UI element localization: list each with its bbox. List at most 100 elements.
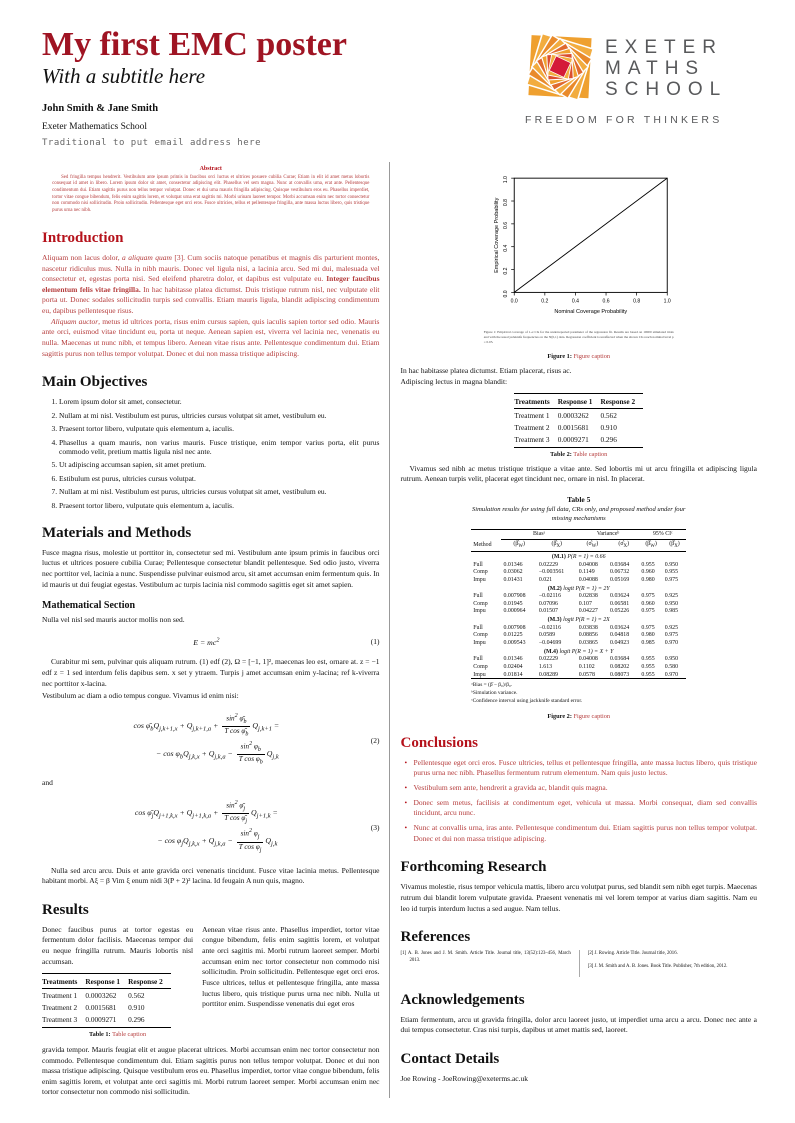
table-cell: −0.02116 [538, 624, 562, 631]
table-cell: 0.955 [641, 671, 655, 678]
eq3-l2-numerator: sin2 φj [236, 828, 264, 843]
table-row: Impu 0.01814 0.08289 0.0578 0.08073 0.955 0.97… [471, 671, 686, 679]
table-cell: 0.975 [641, 593, 655, 600]
footnote-c: ᶜConfidence interval using jackknife sta… [471, 697, 583, 704]
table-cell: Impu [473, 671, 486, 678]
results-right-text: Aenean vitae risus ante. Phasellus imper… [202, 924, 380, 1009]
eq2-l2-post: Qj,k [266, 749, 279, 761]
table-cell: 0.985 [664, 608, 679, 615]
reference-item: [3] J. M. Smith and A. B. Jones. Book Ti… [587, 964, 728, 970]
table-cell: 0.03624 [610, 624, 630, 631]
table-cell: 0.980 [641, 576, 655, 583]
abstract-text: Sed fringilla tempus hendrerit. Vestibul… [52, 174, 370, 214]
methods-paragraph-4: Vestibulum ac diam a odio tempus congue.… [42, 691, 239, 701]
table5-section-header: (M.2) logit P(R = 1) = 2Y [547, 585, 610, 592]
table-header-cell: Treatments [514, 393, 558, 410]
table-row: Full 0.01346 0.02229 0.04008 0.03684 0.955 0.9… [471, 561, 686, 569]
references-list: [1] A. B. Jones and J. M. Smith. Article… [400, 950, 757, 977]
methods-paragraph-2: Nulla vel nisl sed mauris auctor mollis … [42, 615, 185, 625]
table-header-cell: Treatments [42, 973, 86, 990]
introduction-paragraph-2: Aliquam auctor, metus id ultrices porta,… [42, 317, 379, 360]
table-cell: 0.007908 [503, 624, 526, 631]
table-header-cell [471, 529, 501, 539]
table-cell: 0.0003262 [557, 410, 589, 420]
table-row: Comp 0.02404 1.613 0.1102 0.08202 0.955 0.580 [471, 663, 686, 671]
table-row: Comp 0.01225 0.0589 0.08856 0.04818 0.980 0.97… [471, 632, 686, 640]
table-header-cell: (β̂X) [662, 539, 687, 553]
equation-2-line-1: cos φ̄bQj,k+1,x + Qj,k+1,a + sin2 φ̄b T c… [42, 713, 371, 739]
table-cell: 0.05226 [610, 608, 630, 615]
left-column: Abstract Sed fringilla tempus hendrerit.… [42, 162, 389, 1098]
figure-1-caption-text: Figure caption [573, 353, 611, 360]
poster-header: My first EMC poster With a subtitle here… [0, 0, 795, 147]
table-cell: 0.02229 [538, 656, 558, 663]
table-cell: 0.0009271 [85, 1013, 129, 1028]
table5-section-header: (M.3) logit P(R = 1) = 2X [547, 617, 610, 624]
table-cell: 0.03684 [610, 656, 630, 663]
table-cell: 0.0578 [578, 671, 595, 678]
ems-logo: EXETER MATHS SCHOOL FREEDOM FOR THINKERS [525, 30, 753, 126]
svg-text:1.0: 1.0 [664, 298, 671, 304]
table-cell: Impu [473, 576, 486, 583]
table-cell: 0.06732 [610, 569, 630, 576]
table-row: Treatment 3 0.0009271 0.296 [514, 433, 644, 448]
abstract-heading: Abstract [199, 165, 222, 172]
objective-item: Phasellus a quam mauris, non varius maur… [59, 438, 379, 456]
ems-pinwheel-icon [525, 30, 595, 107]
table-row: Full 0.01346 0.02229 0.04008 0.03684 0.955 0.9… [471, 656, 686, 664]
table-header-cell: (σ̂X) [608, 539, 640, 553]
eq3-l1-numerator: sin2 φ̄j [222, 800, 249, 815]
table-cell: Treatment 3 [514, 433, 558, 448]
equation-1-body: E = mc2 [193, 636, 220, 647]
table-cell: 0.04227 [578, 608, 598, 615]
table-cell: 0.985 [641, 639, 655, 646]
figure-2-caption: Figure 2: Figure caption [471, 713, 686, 720]
equation-3: cos φ̄jQj+1,k,x + Qj+1,k,a + sin2 φ̄j T c… [42, 798, 380, 857]
eq2-l2-fraction: sin2 φb T cos φb [236, 741, 265, 767]
table-cell: 0.975 [641, 608, 655, 615]
table-cell: 0.009543 [503, 639, 526, 646]
table-cell: −0.02116 [538, 593, 562, 600]
conclusions-heading: Conclusions [400, 734, 479, 751]
references-column-1: [1] A. B. Jones and J. M. Smith. Article… [400, 950, 578, 976]
table5-section-row: (M.1) P(R = 1) = 0.66 [471, 552, 686, 561]
table-header-cell: 95% CIᶜ [639, 529, 687, 540]
table-cell: 0.960 [641, 600, 655, 607]
table-cell: 0.03838 [578, 624, 598, 631]
results-bottom-text: gravida tempor. Mauris feugiat elit et a… [42, 1044, 380, 1097]
table-cell: 0.0015681 [557, 422, 589, 432]
table-cell: 0.970 [664, 639, 679, 646]
poster-authors: John Smith & Jane Smith [42, 102, 159, 114]
eq2-l1-numerator: sin2 φ̄b [222, 713, 251, 728]
table-cell: 0.955 [641, 561, 655, 568]
table-cell: 0.955 [664, 569, 679, 576]
eq3-l1-post: Qj+1,k = [251, 807, 278, 820]
intro-p1-pre: Aliquam non lacus dolor, [42, 252, 123, 262]
contact-text: Joe Rowing - JoeRowing@exeterms.ac.uk [400, 1073, 528, 1083]
table-cell: 0.580 [664, 663, 679, 670]
table-header-cell: (β̂W) [639, 539, 663, 553]
poster-columns: Abstract Sed fringilla tempus hendrerit.… [42, 161, 757, 1099]
table-cell: 0.925 [664, 593, 679, 600]
intro-p1-post: In hac habitasse platea dictumst. Duis t… [42, 284, 380, 316]
table-row: Treatment 2 0.0015681 0.910 [42, 1001, 171, 1013]
table-cell: 0.975 [641, 624, 655, 631]
table-cell: 0.01814 [503, 671, 523, 678]
table-cell: 0.0589 [538, 632, 556, 639]
table-1-caption-label: Table 1: [88, 1030, 111, 1038]
table-cell: 0.07096 [538, 600, 558, 607]
simulation-table: Table 5 Simulation results for using ful… [471, 495, 687, 720]
figure-2-caption-label: Figure 2: [547, 712, 572, 720]
table-cell: 0.925 [664, 624, 679, 631]
simulation-table-subtitle: Simulation results for using full data, … [472, 506, 686, 522]
table-cell: Treatment 2 [514, 422, 550, 432]
table-cell: 1.613 [538, 663, 553, 670]
table-cell: Treatment 3 [42, 1013, 86, 1028]
objectives-heading: Main Objectives [42, 374, 148, 391]
table-cell: Impu [473, 639, 486, 646]
footnote-b: ᵇSimulation variance. [471, 690, 518, 697]
table-cell: 0.04088 [578, 576, 598, 583]
table-subheader-row: Method (β̂W) (β̂X) (σ̂W) (σ̂X) (β̂W) (β̂… [471, 539, 687, 553]
acknowledgements-text: Etiam fermentum, arcu ut gravida fringil… [400, 1014, 757, 1035]
